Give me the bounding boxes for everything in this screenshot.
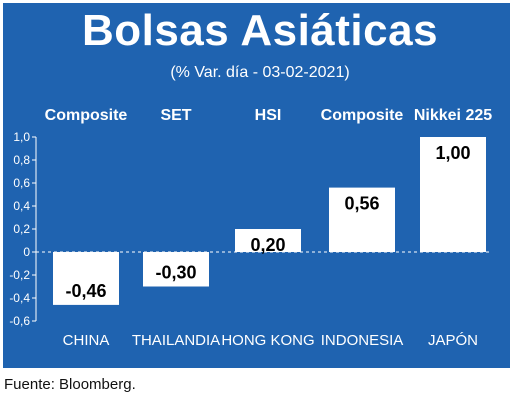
- bar-value-label: 0,20: [250, 235, 285, 255]
- index-name-label: Composite: [321, 107, 404, 124]
- y-tick-label: 0,4: [13, 199, 30, 213]
- category-label: JAPÓN: [428, 332, 478, 349]
- y-tick-label: 1,0: [13, 130, 30, 144]
- y-tick-label: 0,6: [13, 176, 30, 190]
- index-name-label: SET: [160, 107, 191, 124]
- bar-value-label: 1,00: [435, 143, 470, 163]
- index-name-label: Composite: [45, 107, 128, 124]
- bar-value-label: -0,46: [65, 281, 106, 301]
- y-tick-label: -0,2: [9, 268, 30, 282]
- bar: [235, 229, 301, 252]
- category-label: INDONESIA: [321, 332, 404, 349]
- category-label: CHINA: [63, 332, 110, 349]
- category-label: HONG KONG: [221, 332, 314, 349]
- category-label: THAILANDIA: [132, 332, 220, 349]
- bar: [329, 187, 395, 252]
- index-name-label: Nikkei 225: [414, 107, 492, 124]
- bar-value-label: 0,56: [344, 194, 379, 214]
- y-tick-label: 0,2: [13, 222, 30, 236]
- index-name-label: HSI: [255, 107, 282, 124]
- chart-subtitle: (% Var. día - 03-02-2021): [170, 64, 350, 81]
- y-tick-label: -0,6: [9, 314, 30, 328]
- bar-value-label: -0,30: [155, 263, 196, 283]
- bar: [420, 137, 486, 252]
- bar: [53, 252, 119, 305]
- y-tick-label: 0: [23, 245, 30, 259]
- source-note: Fuente: Bloomberg.: [4, 376, 136, 393]
- y-tick-label: -0,4: [9, 291, 30, 305]
- bar: [143, 252, 209, 287]
- chart-title: Bolsas Asiáticas: [81, 6, 439, 55]
- y-tick-label: 0,8: [13, 153, 30, 167]
